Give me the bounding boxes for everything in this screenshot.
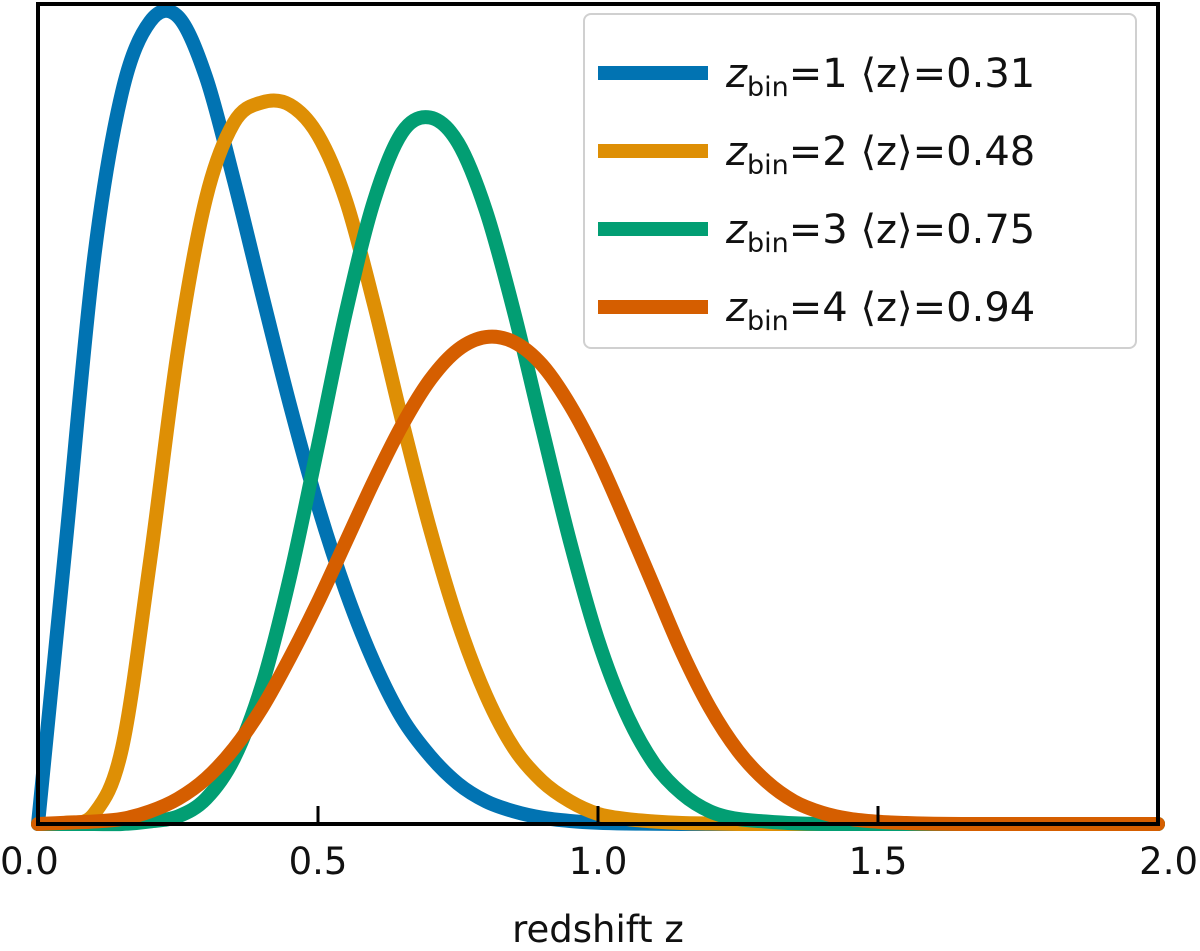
x-tick-label: 0.5 [289, 840, 348, 883]
x-axis-label: redshift z [512, 908, 684, 951]
x-tick-label: 1.0 [569, 840, 628, 883]
legend-items: zbin=1 ⟨z⟩=0.31 zbin=2 ⟨z⟩=0.48 zbin=3 ⟨z⟩… [598, 51, 1035, 337]
legend-label-4: zbin=4 ⟨z⟩=0.94 [725, 285, 1035, 337]
legend: zbin=1 ⟨z⟩=0.31 zbin=2 ⟨z⟩=0.48 zbin=3 ⟨z⟩… [583, 13, 1137, 349]
legend-label-3: zbin=3 ⟨z⟩=0.75 [725, 207, 1035, 259]
x-tick-label: 0.0 [0, 840, 59, 883]
legend-label-2: zbin=2 ⟨z⟩=0.48 [725, 129, 1035, 181]
x-tick-label: 1.5 [849, 840, 908, 883]
legend-label-1: zbin=1 ⟨z⟩=0.31 [725, 51, 1035, 103]
x-ticks: 0.0 0.5 1.0 1.5 2.0 [0, 806, 1198, 883]
series-line-4 [31, 329, 1165, 832]
x-tick-label: 2.0 [1139, 840, 1198, 883]
legend-box [583, 13, 1137, 349]
